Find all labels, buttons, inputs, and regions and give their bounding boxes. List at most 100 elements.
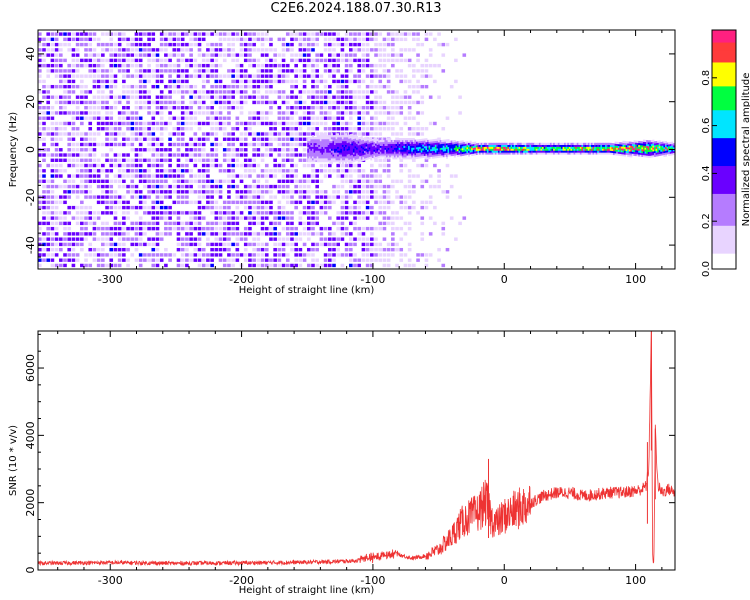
signal-cell [354,138,357,141]
signal-cell [482,142,485,146]
noise-cell [92,132,97,136]
noise-cell [59,53,63,57]
noise-cell [319,216,324,220]
noise-cell [361,106,366,110]
noise-cell [290,32,294,36]
noise-cell [353,226,357,231]
noise-cell [50,132,55,136]
signal-cell [461,144,464,147]
noise-cell [374,221,378,226]
noise-cell [126,174,130,178]
signal-cell [438,146,441,149]
signal-cell [401,139,404,143]
noise-cell [378,184,383,189]
noise-cell [336,100,341,105]
signal-cell [373,145,376,148]
noise-cell [403,84,408,89]
noise-cell [84,163,88,168]
signal-cell [352,152,355,155]
noise-cell [382,163,387,168]
noise-cell [147,205,151,210]
signal-cell [352,146,355,149]
noise-cell [374,216,378,220]
signal-cell [433,146,436,149]
noise-cell [231,95,235,99]
noise-cell [302,263,307,268]
noise-cell [302,132,307,136]
signal-cell [370,154,373,157]
noise-cell [315,58,319,63]
signal-cell [313,144,316,147]
noise-cell [298,216,303,220]
noise-cell [84,111,88,115]
noise-cell [277,253,282,257]
signal-cell [376,138,379,142]
noise-cell [206,121,210,126]
signal-cell [382,139,385,143]
noise-cell [71,58,76,63]
noise-cell [273,142,277,147]
noise-cell [117,195,122,199]
signal-cell [381,143,384,146]
noise-cell [281,195,286,199]
signal-cell [349,149,352,152]
noise-cell [155,111,160,115]
noise-cell [164,211,168,215]
noise-cell [403,95,408,99]
noise-cell [193,116,198,120]
signal-cell [408,138,411,141]
noise-cell [67,158,72,162]
signal-cell [351,145,354,148]
noise-cell [126,242,130,247]
signal-cell [412,155,415,158]
noise-cell [382,100,387,105]
noise-cell [218,121,223,126]
noise-cell [353,163,357,168]
noise-cell [197,69,202,73]
signal-cell [324,133,327,136]
noise-cell [336,63,341,68]
signal-cell [341,144,344,147]
noise-cell [260,258,265,262]
signal-cell [311,135,314,138]
noise-cell [105,121,109,126]
signal-cell [365,150,368,153]
signal-cell [360,145,363,149]
noise-cell [332,132,336,136]
signal-cell [363,141,366,144]
noise-cell [180,247,185,252]
noise-cell [315,48,319,52]
noise-cell [63,153,67,157]
signal-cell [468,148,471,151]
noise-cell [306,42,311,47]
noise-cell [374,200,378,205]
noise-cell [332,116,336,120]
noise-cell [243,90,248,94]
noise-cell [311,100,315,105]
signal-cell [321,158,324,161]
noise-cell [206,90,210,94]
noise-cell [395,58,399,63]
noise-cell [235,95,240,99]
noise-cell [374,95,378,99]
noise-cell [54,184,59,189]
noise-cell [235,84,240,89]
noise-cell [370,242,374,247]
noise-cell [105,179,109,184]
noise-cell [172,32,177,36]
noise-cell [75,37,80,42]
noise-cell [101,90,105,94]
noise-cell [172,153,177,157]
signal-cell [534,146,537,149]
noise-cell [306,179,311,184]
noise-cell [168,116,172,120]
noise-cell [273,79,277,84]
noise-cell [143,153,147,157]
signal-cell [460,140,463,143]
noise-cell [231,163,235,168]
noise-cell [420,205,425,210]
noise-cell [231,74,235,78]
noise-cell [269,184,273,189]
noise-cell [143,100,147,105]
signal-cell [349,159,352,162]
